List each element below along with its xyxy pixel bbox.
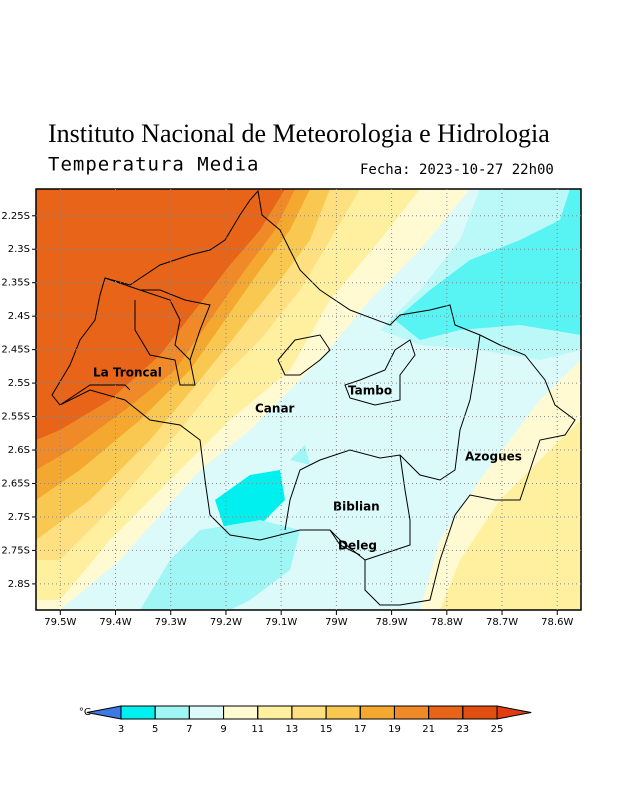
colorbar-unit: °C bbox=[79, 707, 91, 718]
x-tick-label: 79.3W bbox=[155, 617, 187, 628]
colorbar-swatch bbox=[188, 705, 225, 720]
subtitle: Temperatura Media bbox=[48, 154, 259, 176]
colorbar-label: 25 bbox=[491, 724, 504, 735]
colorbar-label: 5 bbox=[152, 724, 158, 735]
x-tick-label: 79.5W bbox=[44, 617, 76, 628]
colorbar-swatch bbox=[359, 705, 395, 720]
date: Fecha: 2023-10-27 22h00 bbox=[360, 162, 554, 178]
colorbar-label: 3 bbox=[118, 724, 124, 735]
place-label: La Troncal bbox=[93, 366, 162, 380]
y-tick-label: 2.65S bbox=[1, 478, 30, 489]
x-tick-label: 79.2W bbox=[210, 617, 242, 628]
x-tick-label: 78.8W bbox=[431, 617, 463, 628]
colorbar-swatch bbox=[496, 705, 532, 720]
y-tick-label: 2.5S bbox=[8, 378, 30, 389]
colorbar-swatch bbox=[120, 705, 156, 720]
colorbar-swatch bbox=[393, 705, 430, 720]
place-label: Azogues bbox=[465, 450, 522, 464]
y-tick-label: 2.7S bbox=[8, 512, 30, 523]
x-tick-label: 78.9W bbox=[376, 617, 408, 628]
y-tick-label: 2.8S bbox=[8, 579, 30, 590]
y-tick-label: 2.35S bbox=[1, 278, 30, 289]
colorbar-swatch bbox=[325, 705, 361, 720]
map-frame bbox=[35, 188, 582, 611]
colorbar-label: 9 bbox=[220, 724, 226, 735]
x-tick-label: 78.6W bbox=[541, 617, 573, 628]
colorbar-swatch bbox=[223, 705, 259, 720]
colorbar-label: 15 bbox=[320, 724, 333, 735]
y-tick-label: 2.25S bbox=[1, 211, 30, 222]
y-tick-label: 2.4S bbox=[8, 311, 30, 322]
colorbar-label: 7 bbox=[186, 724, 192, 735]
colorbar-label: 23 bbox=[456, 724, 469, 735]
colorbar-swatch bbox=[428, 705, 464, 720]
boundaries bbox=[51, 189, 576, 606]
y-tick-label: 2.6S bbox=[8, 445, 30, 456]
place-label: Biblian bbox=[333, 500, 380, 514]
x-tick-label: 79.4W bbox=[99, 617, 131, 628]
x-tick-label: 79W bbox=[325, 617, 348, 628]
colorbar-swatch bbox=[291, 705, 327, 720]
place-label: Tambo bbox=[348, 384, 392, 398]
colorbar-swatch bbox=[257, 705, 293, 720]
title: Instituto Nacional de Meteorologia e Hid… bbox=[48, 119, 550, 148]
y-tick-label: 2.75S bbox=[1, 545, 30, 556]
colorbar-label: 19 bbox=[388, 724, 401, 735]
colorbar-label: 11 bbox=[251, 724, 264, 735]
colorbar-swatch bbox=[462, 705, 498, 720]
colorbar-swatch bbox=[154, 705, 190, 720]
colorbar-label: 21 bbox=[422, 724, 435, 735]
place-label: Canar bbox=[255, 402, 295, 416]
colorbar-label: 13 bbox=[286, 724, 299, 735]
colorbar-swatch bbox=[86, 705, 122, 720]
place-label: Deleg bbox=[338, 539, 377, 553]
y-tick-label: 2.3S bbox=[8, 244, 30, 255]
y-tick-label: 2.45S bbox=[1, 345, 30, 356]
x-tick-label: 79.1W bbox=[265, 617, 297, 628]
colorbar-label: 17 bbox=[354, 724, 367, 735]
temperature-field bbox=[36, 189, 581, 610]
x-tick-label: 78.7W bbox=[486, 617, 518, 628]
y-tick-label: 2.55S bbox=[1, 412, 30, 423]
